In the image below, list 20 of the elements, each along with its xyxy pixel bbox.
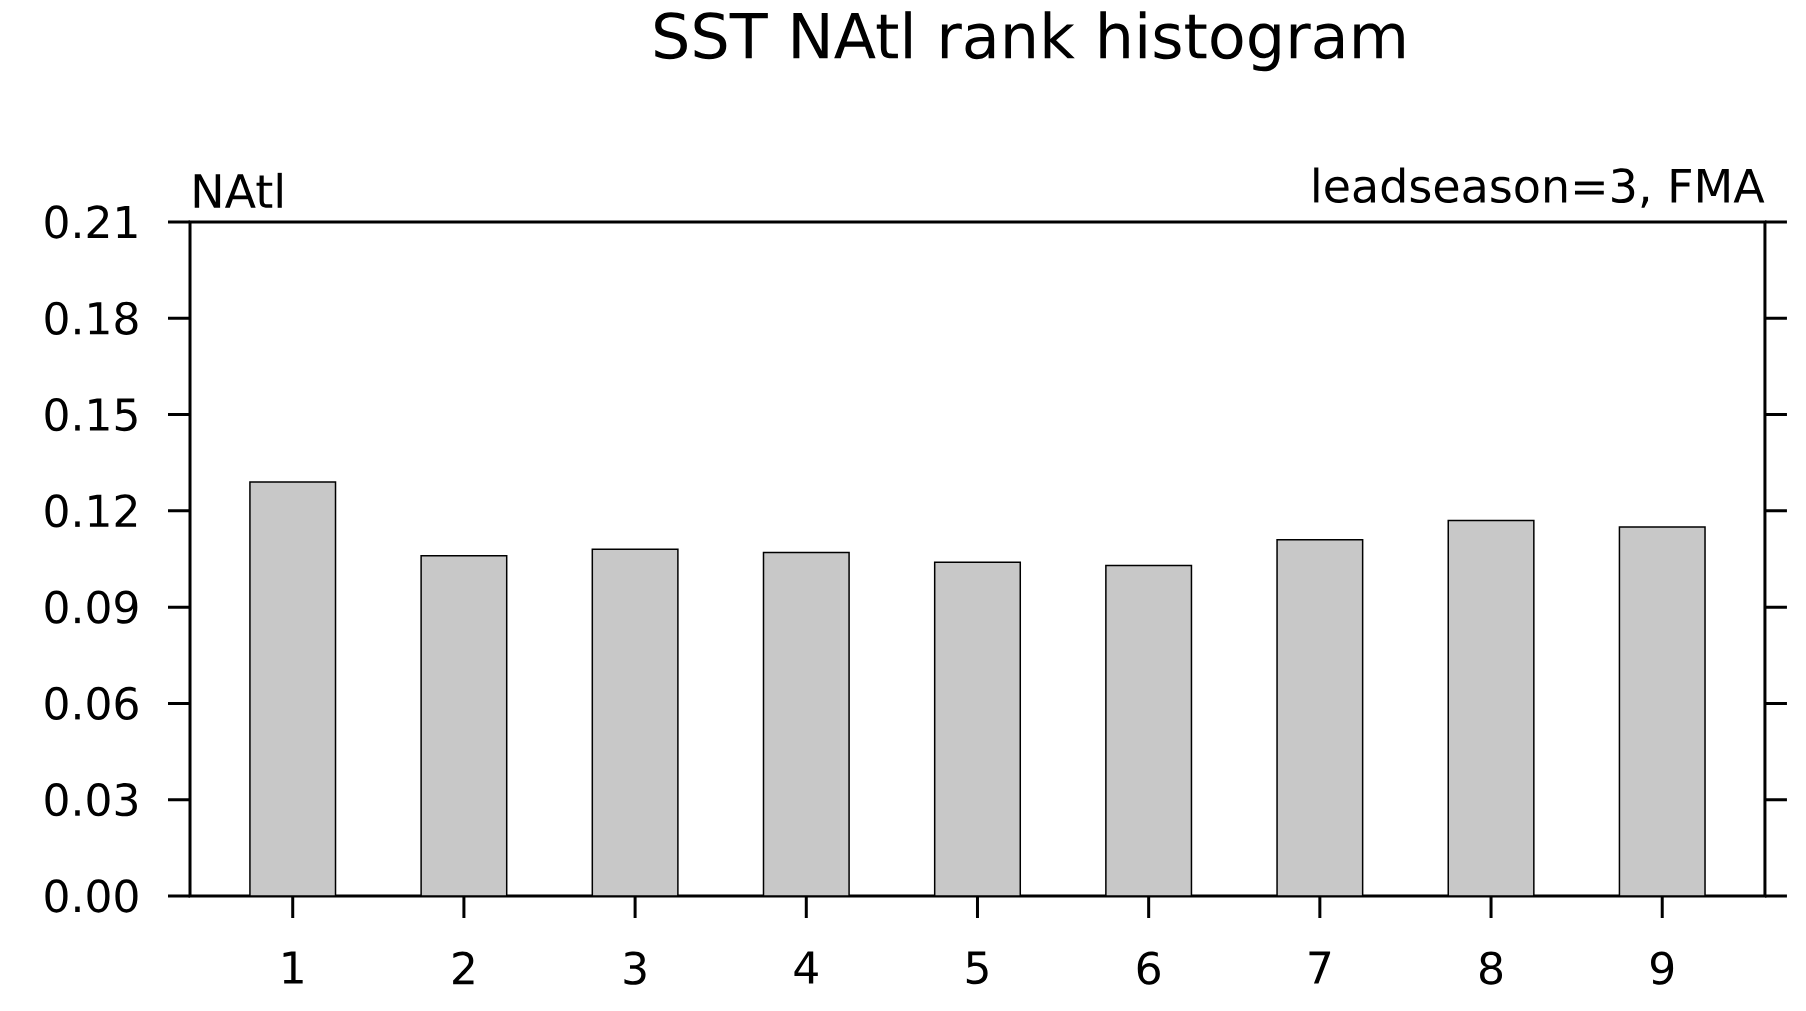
x-tick-label: 3: [624, 951, 646, 985]
chart-title: SST NAtl rank histogram: [655, 11, 1404, 72]
x-tick-label: 7: [1309, 951, 1331, 984]
x-tick-label: 4: [794, 951, 818, 984]
text: leadseason=3, FMA: [1314, 167, 1765, 208]
x-tick-label: 9: [1651, 951, 1674, 985]
text: NAtl: [194, 172, 282, 208]
y-tick-label: 0.00: [45, 879, 138, 913]
y-tick-label: 0.18: [45, 301, 138, 335]
y-tick-label: 0.09: [45, 590, 138, 624]
y-tick-label: 0.03: [45, 783, 137, 817]
x-tick-label: 1: [283, 951, 303, 984]
x-tick-label: 2: [453, 951, 474, 985]
y-tick-label: 0.21: [45, 205, 137, 239]
y-tick-label: 0.06: [45, 686, 138, 721]
y-tick-label: 0.15: [45, 397, 137, 432]
y-tick-label: 0.12: [45, 494, 137, 528]
x-tick-label: 8: [1480, 951, 1503, 985]
x-tick-label: 5: [966, 951, 988, 985]
x-tick-label: 6: [1137, 951, 1160, 985]
